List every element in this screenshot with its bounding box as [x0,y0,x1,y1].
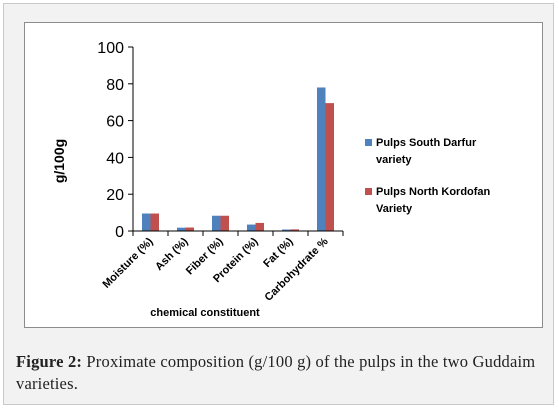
bar [325,103,334,231]
legend-label: Pulps North Kordofan Variety [376,186,491,215]
x-axis: Moisture (%)Ash (%)Fiber (%)Protein (%) F… [100,230,344,304]
bar [290,229,299,231]
x-tick-label: Moisture (%) [100,235,155,290]
y-tick-label: 0 [115,224,124,241]
bar [185,227,194,231]
y-tick-label: 100 [97,40,124,57]
figure-frame: 0 20 40 60 80 100 Moisture (%) Ash (%) Fiber (%… [3,3,554,405]
bar [177,227,186,231]
y-axis-label: g/100g [51,139,67,183]
legend-swatch [365,188,372,195]
bar [282,229,291,231]
x-tick-label: Fat (%) [261,235,296,270]
y-tick-label: 60 [106,114,124,131]
bars [142,87,334,231]
bar [150,213,159,231]
legend-swatch [365,139,372,146]
figure-caption: Figure 2: Proximate composition (g/100 g… [16,351,546,395]
chart-panel: 0 20 40 60 80 100 Moisture (%) Ash (%) Fiber (%… [24,22,543,328]
bar [220,215,229,231]
y-axis: 0 20 40 60 80 100 [97,40,134,241]
caption-label: Figure 2: [16,352,83,371]
legend: Pulps South Darfur variety Pulps North Kor… [365,137,491,215]
x-tick-label: Carbohydrate % [262,235,330,303]
y-tick-label: 40 [106,150,124,167]
bar [247,224,256,231]
bar [212,215,221,231]
legend-label: Pulps South Darfur variety [376,137,477,166]
y-tick-label: 20 [106,187,124,204]
x-axis-label: chemical constituent [150,307,260,319]
bar [255,222,264,231]
y-tick-label: 80 [106,77,124,94]
bar [142,213,151,231]
bar-chart: 0 20 40 60 80 100 Moisture (%)Ash (%)Fiber (%… [51,40,491,319]
bar [317,87,326,231]
caption-text: Proximate composition (g/100 g) of the p… [16,352,536,393]
